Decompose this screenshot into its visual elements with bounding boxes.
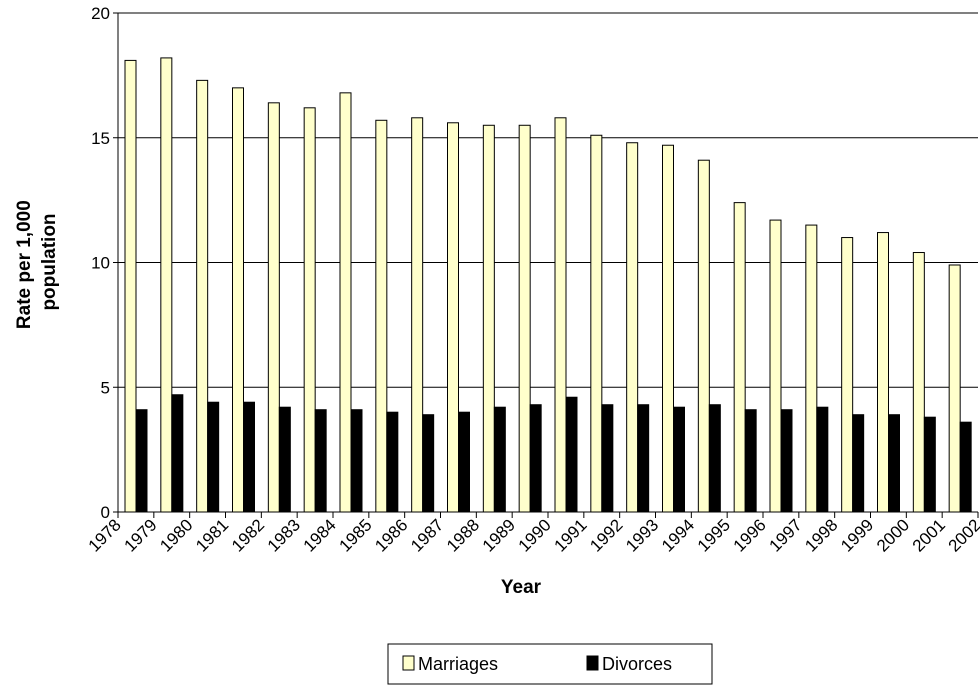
bar-marriages-1989	[518, 124, 531, 513]
bar-marriages-1996	[769, 219, 782, 513]
gridlines	[118, 12, 978, 388]
bar-divorces-1986	[422, 414, 435, 513]
bar-marriages-1987	[447, 122, 459, 513]
x-tick-label: 1995	[694, 515, 734, 555]
bar-divorces-1997	[816, 406, 829, 513]
x-tick-label: 1979	[120, 515, 160, 555]
y-axis-title: Rate per 1,000 population	[14, 195, 60, 329]
x-tick-label: 1981	[192, 515, 232, 555]
bar-marriages-1983	[303, 107, 316, 513]
x-tick-label: 1998	[801, 515, 841, 555]
y-axis-title-line-2: population	[39, 213, 60, 310]
bar-divorces-2000	[923, 416, 936, 513]
legend-swatch-marriages	[402, 655, 415, 671]
bar-divorces-1992	[637, 404, 650, 513]
x-tick-label: 1987	[407, 515, 447, 555]
x-tick-label: 1986	[371, 515, 411, 555]
bar-divorces-1994	[708, 404, 721, 513]
bar-marriages-1982	[267, 102, 280, 513]
bar-marriages-1979	[160, 57, 173, 513]
x-tick-label: 1997	[765, 515, 805, 555]
bar-marriages-1994	[697, 159, 710, 513]
bar-marriages-1984	[339, 92, 352, 513]
svg-text:Rate per 1,000 populatio: Rate per 1,000 population	[14, 195, 60, 329]
bar-divorces-1995	[744, 409, 757, 513]
x-tick-labels: 1978197919801981198219831984198519861987…	[85, 515, 980, 555]
bar-marriages-1980	[196, 79, 209, 513]
bar-marriages-1995	[733, 202, 746, 513]
y-axis-title-line-1: Rate per 1,000	[14, 200, 35, 329]
bar-divorces-1988	[493, 406, 506, 513]
bar-marriages-1998	[841, 237, 854, 513]
bar-marriages-1992	[626, 142, 639, 513]
bar-marriages-1978	[124, 59, 137, 513]
axes	[113, 12, 979, 518]
x-tick-label: 1992	[586, 515, 626, 555]
bar-divorces-1991	[601, 404, 614, 513]
bar-divorces-1996	[780, 409, 793, 513]
x-tick-label: 2000	[873, 515, 913, 555]
x-tick-label: 1982	[228, 515, 268, 555]
bar-marriages-1985	[375, 119, 388, 513]
legend-label-divorces: Divorces	[602, 654, 672, 674]
x-tick-label: 1988	[443, 515, 483, 555]
x-tick-label: 1980	[156, 515, 196, 555]
bar-divorces-1982	[278, 406, 291, 513]
bar-marriages-2000	[912, 252, 925, 513]
x-tick-label: 1996	[730, 515, 770, 555]
bar-divorces-2001	[959, 421, 972, 513]
y-tick-label: 20	[91, 4, 110, 23]
x-tick-label: 1989	[479, 515, 519, 555]
bar-divorces-1998	[852, 414, 865, 513]
y-tick-label: 5	[101, 378, 110, 397]
bar-marriages-1990	[554, 117, 567, 513]
x-tick-label: 1978	[85, 515, 125, 555]
bar-marriages-1986	[411, 117, 424, 513]
x-tick-label: 1984	[300, 515, 340, 555]
x-tick-label: 2001	[909, 515, 949, 555]
y-tick-label: 0	[101, 503, 110, 522]
x-tick-label: 1999	[837, 515, 877, 555]
x-tick-label: 1991	[550, 515, 590, 555]
y-tick-label: 10	[91, 254, 110, 273]
bar-marriages-1991	[590, 134, 603, 513]
bar-marriages-1999	[877, 232, 889, 513]
bar-divorces-1980	[207, 401, 220, 513]
bar-divorces-1999	[888, 414, 900, 513]
bar-marriages-2001	[948, 264, 961, 513]
bar-marriages-1988	[482, 124, 495, 513]
bar-divorces-1984	[350, 409, 363, 513]
bar-divorces-1990	[565, 396, 578, 513]
x-tick-label: 1994	[658, 515, 698, 555]
x-tick-label: 2002	[945, 515, 980, 555]
bars	[124, 57, 972, 513]
bar-divorces-1983	[314, 409, 327, 513]
x-tick-label: 1983	[264, 515, 304, 555]
y-tick-label: 15	[91, 129, 110, 148]
bar-marriages-1981	[232, 87, 244, 513]
x-axis-title: Year	[501, 577, 542, 598]
bar-divorces-1978	[135, 409, 148, 513]
legend-label-marriages: Marriages	[418, 654, 498, 674]
legend-swatch-divorces	[586, 655, 599, 671]
bar-divorces-1979	[171, 394, 184, 513]
bar-divorces-1985	[386, 411, 399, 513]
bar-marriages-1997	[805, 224, 818, 513]
x-tick-label: 1985	[335, 515, 375, 555]
bar-divorces-1993	[673, 406, 685, 513]
x-tick-label: 1990	[515, 515, 555, 555]
legend: Marriages Divorces	[387, 643, 713, 685]
bar-divorces-1987	[458, 411, 470, 513]
bar-divorces-1981	[243, 401, 255, 513]
bar-marriages-1993	[662, 144, 674, 513]
y-tick-labels: 0 5 10 15 20	[91, 4, 110, 522]
legend-box	[387, 643, 713, 685]
bar-divorces-1989	[529, 404, 542, 513]
x-tick-label: 1993	[622, 515, 662, 555]
